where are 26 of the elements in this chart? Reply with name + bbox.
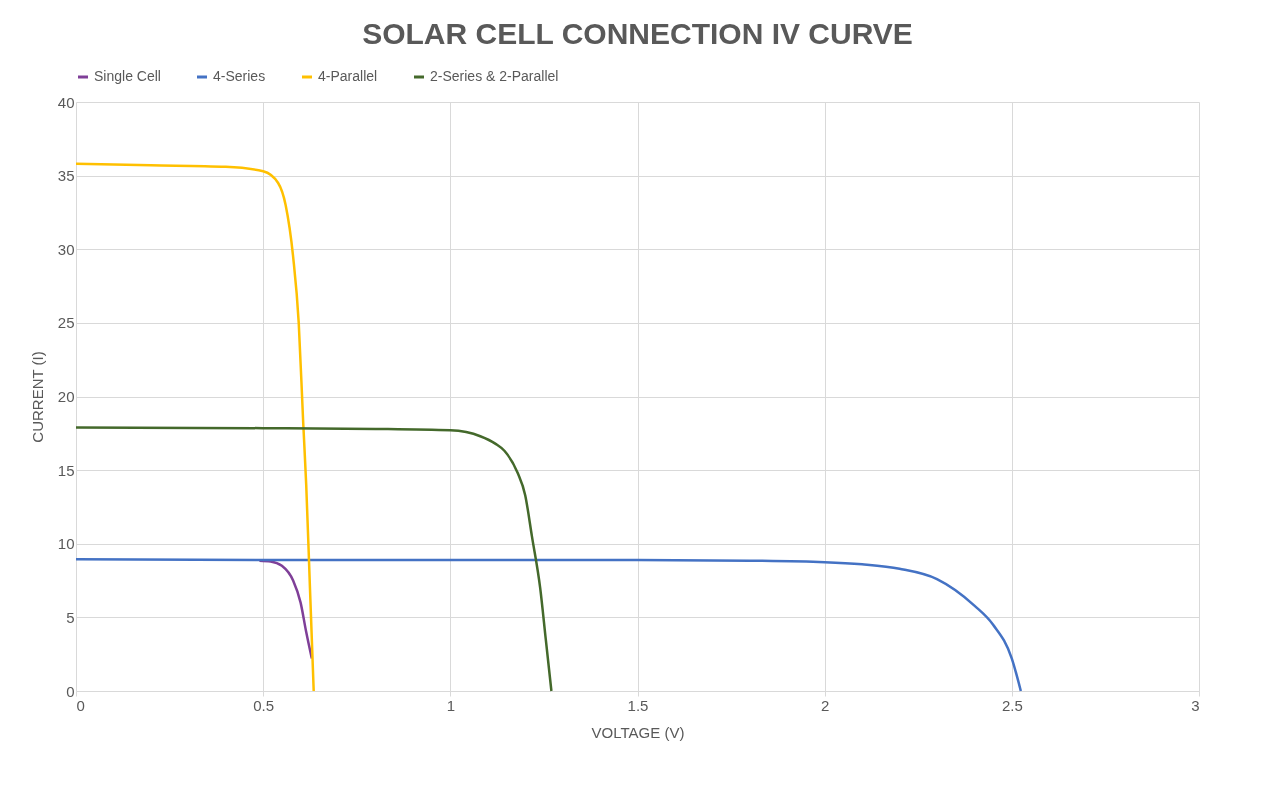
y-tick-label: 40 [57,93,75,111]
legend-label: 2-Series & 2-Parallel [430,68,559,84]
x-tick-label: 2 [820,696,830,714]
x-tick-label: 1.5 [627,696,649,714]
x-tick-label: 3 [1191,696,1200,714]
line-series [258,559,314,660]
y-tick-label: 25 [57,314,75,332]
line-series [74,162,315,693]
line-series [74,557,1023,693]
chart-title: SOLAR CELL CONNECTION IV CURVE [362,17,913,50]
y-tick-label: 10 [57,535,75,553]
y-axis-title: CURRENT (I) [28,351,46,443]
x-axis-title: VOLTAGE (V) [591,723,685,741]
y-tick-label: 30 [57,240,75,258]
x-tick-label: 1 [446,696,456,714]
y-tick-label: 35 [57,167,75,185]
y-tick-label: 15 [57,461,75,479]
y-tick-label: 5 [66,608,75,626]
line-series [74,426,553,693]
legend-label: Single Cell [94,68,161,84]
legend-label: 4-Parallel [318,68,378,84]
y-tick-label: 20 [57,388,75,405]
y-tick-label: 0 [66,682,75,700]
x-tick-label: 0.5 [253,696,275,714]
legend-label: 4-Series [213,68,266,84]
x-tick-label: 2.5 [1001,696,1023,714]
